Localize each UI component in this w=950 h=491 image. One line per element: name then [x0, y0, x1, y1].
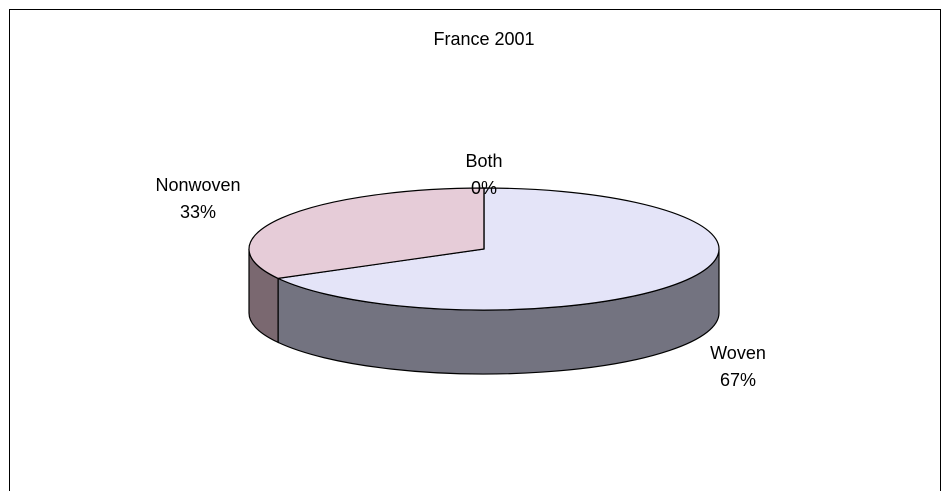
slice-label: Both — [465, 151, 502, 171]
slice-label: Nonwoven — [155, 175, 240, 195]
pie-slice — [248, 187, 485, 280]
slice-value-label: 67% — [720, 370, 756, 390]
chart-title: France 2001 — [433, 29, 534, 49]
slice-value-label: 33% — [180, 202, 216, 222]
slice-label: Woven — [710, 343, 766, 363]
slice-value-label: 0% — [471, 178, 497, 198]
pie-slice — [275, 187, 720, 311]
